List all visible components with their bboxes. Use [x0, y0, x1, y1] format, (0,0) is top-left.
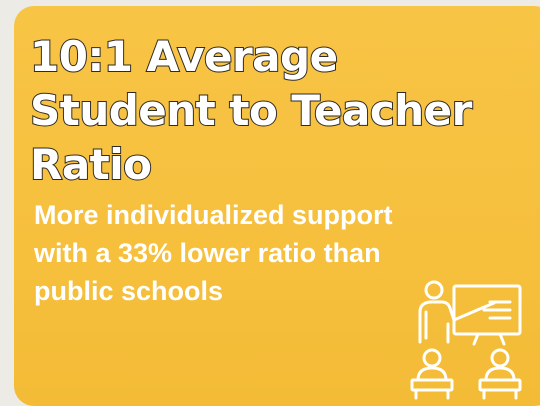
stat-card: 10:1 Average Student to Teacher Ratio Mo…: [14, 6, 540, 406]
description-line-1: More individualized support: [34, 200, 393, 230]
headline-line-3: Ratio: [29, 139, 153, 190]
headline-line-1: 10:1 Average: [29, 31, 339, 82]
stat-headline: 10:1 Average Student to Teacher Ratio: [29, 30, 473, 192]
description-line-3: public schools: [34, 276, 224, 306]
stat-description: More individualized support with a 33% l…: [34, 196, 393, 310]
headline-line-2: Student to Teacher: [29, 85, 473, 136]
description-line-2: with a 33% lower ratio than: [34, 238, 381, 268]
teacher-classroom-icon: [410, 280, 522, 400]
